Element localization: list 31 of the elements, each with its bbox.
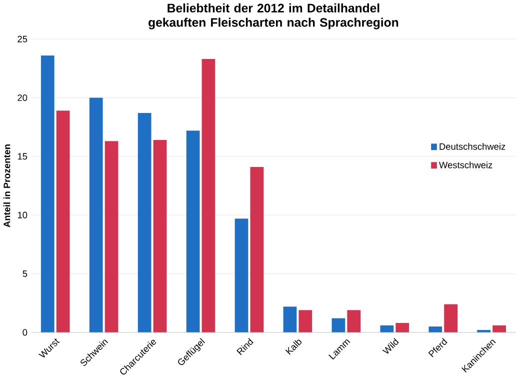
bar bbox=[153, 140, 167, 332]
bar bbox=[40, 56, 54, 332]
y-tick-label: 5 bbox=[22, 270, 28, 278]
bar bbox=[202, 59, 216, 332]
bar bbox=[283, 306, 297, 332]
y-axis-title: Anteil in Prozenten bbox=[3, 144, 10, 228]
legend-label: Westschweiz bbox=[439, 162, 492, 168]
bar bbox=[138, 113, 152, 332]
bar bbox=[347, 310, 361, 332]
y-tick-label: 15 bbox=[18, 153, 28, 160]
x-tick-label: Wild bbox=[382, 338, 399, 354]
bar bbox=[332, 318, 346, 332]
bar bbox=[234, 218, 248, 332]
bar bbox=[104, 141, 118, 332]
bar bbox=[492, 325, 506, 332]
bar bbox=[186, 130, 200, 332]
y-tick-label: 25 bbox=[18, 36, 28, 42]
y-tick-label: 10 bbox=[18, 212, 28, 218]
bar bbox=[380, 325, 394, 332]
bar bbox=[444, 304, 458, 332]
bar bbox=[396, 323, 410, 332]
chart-title: Beliebtheit der 2012 im Detailhandel gekauften Fleischarten nach Sprachregion bbox=[148, 3, 398, 30]
y-tick-label: 20 bbox=[18, 94, 28, 102]
y-tick-label: 0 bbox=[22, 329, 28, 336]
bar bbox=[89, 98, 103, 332]
x-tick-label: Kalb bbox=[285, 340, 302, 355]
bar bbox=[56, 110, 70, 332]
bar bbox=[250, 167, 264, 332]
legend-label: Deutschschweiz bbox=[440, 143, 506, 150]
bar bbox=[428, 326, 442, 332]
bar bbox=[298, 310, 312, 332]
